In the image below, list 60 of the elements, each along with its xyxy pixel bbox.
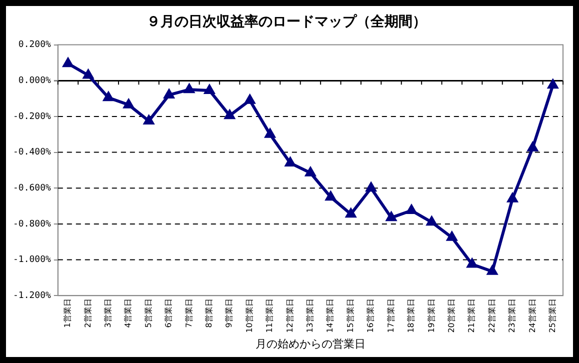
y-tick-label: -0.400% [12,148,52,158]
y-tick-label: -1.200% [12,290,52,301]
point [184,83,195,94]
x-tick-label: 25営業日 [548,298,557,333]
x-tick-label: 21営業日 [467,298,476,333]
x-tick-label: 19営業日 [426,298,436,333]
y-tick-label: 0.000% [18,76,52,86]
x-tick-label: 14営業日 [326,298,335,333]
point [284,156,296,167]
x-tick-label: 23営業日 [508,298,517,333]
y-tick-label: -0.800% [12,219,52,230]
x-tick-label: 13営業日 [306,298,315,333]
x-axis-title: 月の始めからの営業日 [255,337,366,350]
point [426,216,438,226]
point [506,192,518,202]
x-tick-label: 22営業日 [487,298,496,333]
x-tick-label: 6営業日 [164,298,174,328]
point [62,57,74,68]
point [244,94,256,104]
x-tick-label: 24営業日 [528,298,537,333]
x-tick-label: 4営業日 [124,298,133,328]
point [304,166,316,176]
x-tick-label: 15営業日 [346,298,355,333]
x-tick-label: 17営業日 [386,298,396,333]
x-tick-label: 20営業日 [446,298,456,333]
y-tick-label: -0.600% [12,183,52,194]
x-tick-label: 10営業日 [244,298,254,333]
point [446,230,458,241]
y-tick-label: 0.200% [18,40,52,50]
x-tick-label: 7営業日 [184,298,194,328]
x-tick-label: 9営業日 [224,298,234,328]
y-tick-label: -1.000% [12,255,52,266]
x-tick-label: 2営業日 [83,298,92,328]
x-tick-label: 18営業日 [406,298,416,333]
point [143,114,155,124]
point [466,258,478,268]
x-tick-label: 5営業日 [144,298,153,328]
point [406,204,418,214]
point [486,264,498,275]
point [264,128,276,138]
chart-title: ９月の日次収益率のロードマップ（全期間） [146,13,426,30]
x-tick-label: 12営業日 [285,298,294,333]
point [324,190,336,201]
point [204,84,216,94]
x-tick-label: 8営業日 [204,298,214,328]
point [224,109,236,120]
x-tick-label: 11営業日 [265,298,274,333]
point [102,91,114,102]
point [345,208,357,218]
x-tick-label: 3営業日 [104,298,113,328]
x-tick-label: 1営業日 [63,298,72,328]
x-tick-label: 16営業日 [366,298,376,333]
point [82,68,94,79]
point [122,98,134,108]
point [163,88,175,98]
point [547,78,559,89]
point [527,141,538,152]
point [386,211,397,222]
y-tick-label: -0.200% [12,112,52,122]
point [365,182,377,192]
